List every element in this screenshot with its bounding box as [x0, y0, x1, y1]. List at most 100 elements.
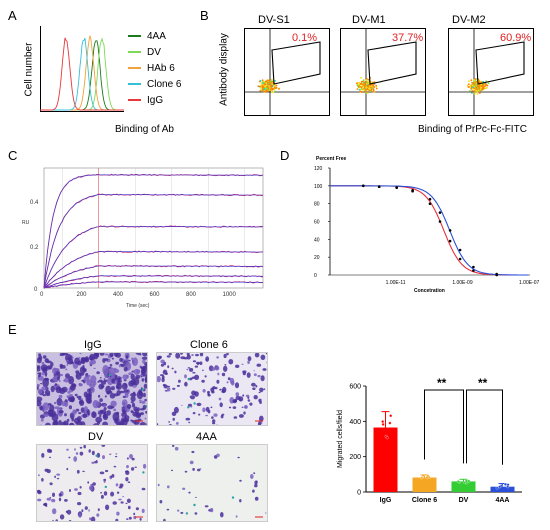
flow-event — [359, 90, 362, 93]
stained-cell — [39, 424, 42, 425]
stained-cell — [115, 518, 119, 521]
stained-cell — [66, 363, 69, 366]
stained-cell — [37, 366, 41, 372]
stained-cell — [159, 500, 163, 504]
flow-event — [364, 86, 366, 89]
stained-cell — [122, 395, 126, 398]
membrane-pore — [108, 373, 111, 377]
y-tick-label: 100 — [314, 184, 323, 190]
stained-cell — [132, 360, 135, 365]
flow-event — [474, 85, 477, 88]
stained-cell — [190, 377, 193, 379]
stained-cell — [171, 367, 174, 370]
stained-cell — [90, 516, 96, 521]
stained-cell — [142, 392, 146, 398]
y-tick-label: 0.2 — [30, 245, 39, 251]
flow-event — [473, 79, 475, 81]
stained-cell — [41, 361, 45, 365]
flow-event — [266, 87, 268, 89]
stained-cell — [81, 357, 88, 362]
flow-gate — [271, 41, 321, 85]
stained-cell — [141, 424, 145, 425]
stained-cell — [98, 383, 104, 390]
stained-cell — [140, 366, 143, 368]
flow-event — [257, 85, 260, 88]
flow-event — [265, 80, 268, 83]
stained-cell — [130, 392, 137, 397]
stained-cell — [245, 394, 250, 398]
panel-e-letter: E — [8, 322, 17, 337]
stained-cell — [190, 395, 196, 400]
stained-cell — [212, 386, 216, 390]
stained-cell — [264, 512, 267, 514]
stained-cell — [113, 353, 119, 357]
stained-cell — [202, 407, 206, 413]
stained-cell — [68, 456, 71, 459]
stained-cell — [106, 410, 111, 416]
stained-cell — [99, 409, 104, 415]
flow-event — [476, 90, 478, 92]
stained-cell — [115, 411, 120, 416]
flow-event — [470, 86, 473, 89]
stained-cell — [37, 372, 41, 375]
flow-event — [365, 86, 368, 89]
stained-cell — [253, 395, 258, 400]
stained-cell — [162, 369, 168, 375]
stained-cell — [131, 457, 135, 461]
stained-cell — [227, 377, 231, 381]
panel-d-title: Percent Free — [316, 156, 347, 162]
panel-d-xlabel: Concetration — [414, 288, 445, 294]
stained-cell — [131, 410, 134, 414]
stained-cell — [223, 353, 227, 359]
stained-cell — [120, 501, 124, 504]
stained-cell — [49, 456, 52, 459]
legend-item-clone6: Clone 6 — [128, 76, 181, 92]
stained-cell — [97, 508, 100, 512]
data-point — [467, 479, 471, 483]
flow-event — [270, 85, 273, 88]
stained-cell — [58, 394, 63, 399]
stained-cell — [76, 469, 80, 474]
stained-cell — [37, 400, 42, 407]
flow-event — [476, 87, 479, 89]
stained-cell — [168, 421, 171, 423]
stained-cell — [113, 465, 117, 468]
stained-cell — [80, 421, 86, 425]
membrane-pore — [95, 454, 98, 457]
y-tick-label: 0 — [357, 490, 361, 497]
stained-cell — [131, 467, 135, 471]
stained-cell — [60, 373, 63, 377]
stained-cell — [174, 446, 179, 451]
flow-event — [471, 82, 474, 84]
stained-cell — [163, 361, 167, 366]
stained-cell — [141, 400, 146, 404]
stained-cell — [144, 377, 147, 382]
stained-cell — [139, 399, 142, 402]
stained-cell — [173, 406, 179, 414]
flow-plot-title: DV-S1 — [258, 14, 290, 26]
stained-cell — [66, 423, 69, 425]
stained-cell — [184, 374, 187, 379]
stained-cell — [54, 475, 56, 479]
stained-cell — [220, 512, 224, 518]
flow-plot-frame — [448, 28, 534, 116]
stained-cell — [37, 357, 42, 364]
data-point — [428, 202, 432, 205]
stained-cell — [257, 374, 261, 378]
stained-cell — [41, 478, 44, 482]
stained-cell — [75, 452, 79, 455]
flow-event — [366, 92, 369, 94]
stained-cell — [116, 491, 120, 494]
stained-cell — [168, 424, 172, 425]
stained-cell — [167, 365, 170, 369]
y-tick-label: 80 — [314, 202, 320, 208]
stained-cell — [115, 361, 119, 365]
stained-cell — [142, 404, 147, 410]
stained-cell — [110, 475, 113, 479]
flow-event — [278, 87, 280, 90]
stained-cell — [41, 386, 47, 391]
stained-cell — [180, 353, 183, 355]
stained-cell — [103, 407, 107, 411]
stained-cell — [74, 488, 78, 491]
stained-cell — [210, 507, 214, 513]
